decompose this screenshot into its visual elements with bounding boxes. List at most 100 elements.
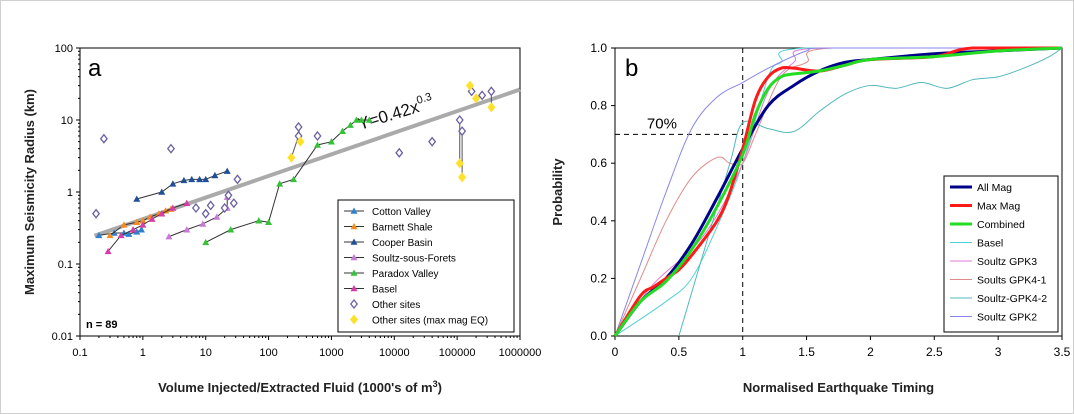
x-tick-label-a: 1000 <box>319 347 343 359</box>
x-tick-label-b: 0.5 <box>671 345 688 359</box>
point-other-sites <box>294 121 303 133</box>
legend-a-label: Paradox Valley <box>372 269 439 280</box>
point-barnett-shale <box>162 207 170 214</box>
point-basel <box>139 221 147 228</box>
legend-a-label: Basel <box>372 285 397 296</box>
x-tick-label-b: 3 <box>995 345 1002 359</box>
legend-a-label: Cotton Valley <box>372 207 431 218</box>
y-tick-label-a: 10 <box>61 115 73 127</box>
point-cotton-valley <box>137 226 145 233</box>
point-cooper-basin <box>158 188 166 195</box>
point-basel <box>117 231 125 239</box>
x-tick-label-a: 10000 <box>379 347 410 359</box>
point-other-sites <box>478 90 487 101</box>
point-other-sites <box>191 202 201 214</box>
point-cotton-valley <box>125 230 133 237</box>
point-other-sites-max-mag-eq <box>455 158 464 169</box>
y-tick-label-b: 0.6 <box>590 156 607 170</box>
legend-a-label: Barnett Shale <box>372 223 433 234</box>
point-basel <box>104 247 112 255</box>
x-tick-label-b: 2 <box>867 345 874 359</box>
point-soultz-sous-forets <box>213 213 221 220</box>
series-other-sites-max-mag-eq <box>287 80 496 183</box>
point-basel <box>169 204 177 211</box>
legend-a-marker <box>349 298 359 310</box>
legend-a-marker <box>350 269 358 276</box>
x-tick-label-b: 2.5 <box>926 345 943 359</box>
point-other-sites-max-mag-eq <box>458 172 467 183</box>
point-barnett-shale <box>133 218 141 226</box>
legend-b-label: Soultz GPK2 <box>977 312 1037 324</box>
x-tick-label-a: 10 <box>200 347 212 359</box>
point-paradox-valley <box>290 175 298 183</box>
legend-a-label: Other sites (max mag EQ) <box>372 316 488 327</box>
point-other-sites-max-mag-eq <box>287 152 296 163</box>
x-tick-label-b: 0 <box>612 345 619 359</box>
point-other-sites <box>455 114 464 126</box>
point-other-sites <box>220 202 229 214</box>
legend-b-label: Max Mag <box>977 201 1020 213</box>
point-soultz-sous-forets <box>183 226 191 233</box>
point-other-sites-max-mag-eq <box>465 80 475 91</box>
legend-b-label: All Mag <box>977 182 1012 194</box>
y-tick-label-a: 1 <box>67 187 73 199</box>
point-cooper-basin <box>133 195 141 202</box>
legend-b-label: Soultz-GPK4-2 <box>977 293 1047 305</box>
point-cooper-basin <box>180 176 188 184</box>
point-cooper-basin <box>211 171 219 179</box>
legend-a-marker <box>350 285 358 292</box>
point-other-sites <box>92 208 101 219</box>
point-paradox-valley <box>338 127 346 134</box>
x-tick-label-b: 1 <box>739 345 746 359</box>
series-line-soults-gpk4-1 <box>614 47 1062 337</box>
point-paradox-valley <box>327 138 335 145</box>
point-cooper-basin <box>223 167 231 174</box>
y-tick-label-b: 0.2 <box>590 271 607 285</box>
x-axis-label-a-tail: ) <box>438 380 442 395</box>
y-axis-label-a: Maximum Seismicity Radius (km) <box>22 89 37 295</box>
connector-line <box>290 135 300 158</box>
x-tick-label-a: 1 <box>140 347 146 359</box>
point-basel <box>183 199 191 206</box>
panel-label-a: a <box>88 55 102 82</box>
point-paradox-valley <box>255 217 263 224</box>
point-paradox-valley <box>352 116 360 123</box>
series-line-soultz-gpk2 <box>614 47 1062 337</box>
series-line-soultz-gpk4-2 <box>678 47 1063 337</box>
point-other-sites <box>313 130 322 142</box>
y-tick-label-a: 100 <box>55 43 73 55</box>
point-paradox-valley <box>227 226 235 233</box>
point-other-sites-max-mag-eq <box>296 136 305 147</box>
y-tick-label-b: 1.0 <box>590 41 607 55</box>
point-basel <box>148 215 156 222</box>
x-tick-label-b: 1.5 <box>798 345 815 359</box>
point-other-sites <box>201 208 210 219</box>
panel-label-b: b <box>625 55 638 82</box>
annotation-70-percent: 70% <box>647 116 677 133</box>
point-paradox-valley <box>346 121 354 128</box>
point-other-sites <box>233 174 242 185</box>
x-tick-label-a: 0.1 <box>72 347 87 359</box>
x-axis-label-a: Volume Injected/Extracted Fluid (1000's … <box>158 379 442 395</box>
y-tick-label-b: 0.0 <box>590 329 607 343</box>
point-cooper-basin <box>196 175 204 183</box>
legend-a-label: Soultz-sous-Forets <box>372 254 456 265</box>
series-basel <box>104 199 191 255</box>
point-other-sites <box>99 133 108 144</box>
legend-a-marker <box>349 314 359 325</box>
point-other-sites-max-mag-eq <box>487 102 496 113</box>
y-tick-label-a: 0.01 <box>52 331 73 343</box>
point-other-sites <box>487 86 496 97</box>
legend-a-marker <box>350 223 358 230</box>
legend-a-label: Cooper Basin <box>372 238 433 249</box>
legend-b-label: Soults GPK4-1 <box>977 275 1047 287</box>
point-paradox-valley <box>313 141 321 148</box>
point-paradox-valley <box>202 238 210 246</box>
point-paradox-valley <box>365 116 373 123</box>
point-cooper-basin <box>188 175 196 183</box>
legend-b-label: Combined <box>977 219 1025 231</box>
y-axis-label-b: Probability <box>550 158 565 226</box>
fit-equation-sup: 0.3 <box>415 91 433 107</box>
